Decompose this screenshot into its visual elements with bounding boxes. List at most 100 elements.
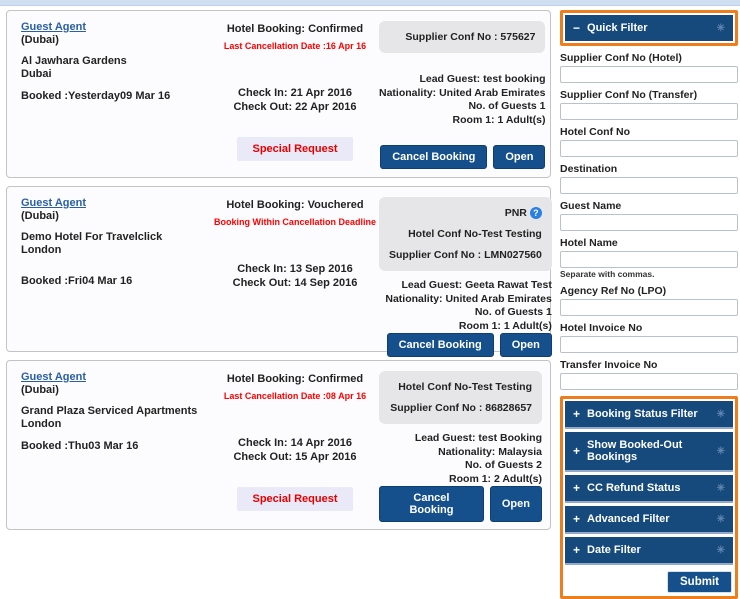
quick-filter-fields: Supplier Conf No (Hotel) Supplier Conf N…	[560, 52, 738, 390]
supplier-conf-transfer-input[interactable]	[560, 103, 738, 120]
section-title: Show Booked-Out Bookings	[587, 439, 683, 463]
hotel-invoice-no-input[interactable]	[560, 336, 738, 353]
decorative-icon: ✳	[716, 544, 725, 556]
expand-icon: +	[573, 444, 581, 458]
quick-filter-title: Quick Filter	[587, 22, 648, 34]
booking-list: Guest Agent (Dubai) Al Jawhara Gardens D…	[6, 10, 552, 599]
section-title: CC Refund Status	[587, 482, 681, 494]
guest-agent-link[interactable]: Guest Agent	[21, 21, 86, 33]
section-show-booked-out[interactable]: + Show Booked-Out Bookings ✳	[565, 432, 733, 472]
nationality: Nationality: United Arab Emirates	[385, 292, 552, 305]
agent-office: (Dubai)	[21, 34, 59, 46]
open-booking-button[interactable]: Open	[489, 486, 542, 522]
hotel-name-input[interactable]	[560, 251, 738, 268]
check-in-date: Check In: 21 Apr 2016	[238, 87, 352, 99]
cancellation-alert: Last Cancellation Date :16 Apr 16	[223, 41, 367, 51]
supplier-conf-no: Supplier Conf No : LMN027560	[389, 249, 542, 261]
hotel-city-block: Grand Plaza Serviced Apartments London	[21, 405, 211, 431]
filter-panel: − Quick Filter ✳ Supplier Conf No (Hotel…	[560, 10, 738, 599]
guest-count: No. of Guests 2	[464, 459, 542, 471]
guest-count: No. of Guests 1	[474, 306, 552, 318]
section-advanced-filter[interactable]: + Advanced Filter ✳	[565, 506, 733, 534]
check-in-date: Check In: 14 Apr 2016	[238, 437, 352, 449]
hotel-city: Dubai	[21, 68, 52, 80]
cancel-booking-button[interactable]: Cancel Booking	[386, 333, 494, 357]
guest-details: Lead Guest: test Booking Nationality: Ma…	[415, 432, 542, 486]
hotel-name: Al Jawhara Gardens	[21, 55, 127, 67]
hotel-city-block: Al Jawhara Gardens Dubai	[21, 55, 211, 81]
help-icon[interactable]: ?	[529, 207, 542, 219]
booking-detail-column: PNR ? Hotel Conf No-Test Testing Supplie…	[379, 197, 552, 357]
open-booking-button[interactable]: Open	[499, 333, 552, 357]
guest-agent-link[interactable]: Guest Agent	[21, 197, 86, 209]
field-label-transfer-invoice-no: Transfer Invoice No	[560, 359, 658, 371]
submit-button[interactable]: Submit	[667, 571, 732, 593]
transfer-invoice-no-input[interactable]	[560, 373, 738, 390]
hotel-conf-no: Hotel Conf No-Test Testing	[408, 228, 542, 240]
expand-icon: +	[573, 481, 581, 495]
nationality: Nationality: Malaysia	[438, 445, 542, 458]
guest-count: No. of Guests 1	[468, 100, 546, 112]
guest-details: Lead Guest: test booking Nationality: Un…	[379, 73, 545, 127]
field-label-supplier-conf-hotel: Supplier Conf No (Hotel)	[560, 52, 682, 64]
top-bar	[0, 0, 740, 6]
field-label-hotel-name: Hotel Name	[560, 237, 618, 249]
hotel-conf-no-input[interactable]	[560, 140, 738, 157]
booking-agent-column: Guest Agent (Dubai) Grand Plaza Serviced…	[21, 371, 211, 521]
stay-dates: Check In: 13 Sep 2016 Check Out: 14 Sep …	[211, 263, 379, 290]
decorative-icon: ✳	[716, 513, 725, 525]
section-title: Advanced Filter	[587, 513, 670, 525]
lead-guest: Lead Guest: test Booking	[414, 432, 542, 444]
guest-name-input[interactable]	[560, 214, 738, 231]
booking-detail-column: Supplier Conf No : 575627 Lead Guest: te…	[379, 21, 546, 169]
stay-dates: Check In: 21 Apr 2016 Check Out: 22 Apr …	[211, 87, 379, 114]
special-request-button[interactable]: Special Request	[236, 137, 354, 161]
lead-guest: Lead Guest: Geeta Rawat Test	[401, 279, 552, 291]
booking-status: Hotel Booking: Confirmed	[226, 373, 364, 385]
booking-card: Guest Agent (Dubai) Al Jawhara Gardens D…	[6, 10, 551, 178]
booking-status-column: Hotel Booking: Confirmed Last Cancellati…	[211, 371, 379, 521]
cancellation-alert: Booking Within Cancellation Deadline	[214, 217, 376, 227]
field-label-destination: Destination	[560, 163, 618, 175]
section-booking-status-filter[interactable]: + Booking Status Filter ✳	[565, 401, 733, 429]
guest-agent-link[interactable]: Guest Agent	[21, 371, 86, 383]
room-occupancy: Room 1: 1 Adult(s)	[458, 319, 552, 332]
booked-date: Booked :Yesterday09 Mar 16	[21, 90, 171, 102]
booking-card: Guest Agent (Dubai) Demo Hotel For Trave…	[6, 186, 552, 357]
supplier-conf-hotel-input[interactable]	[560, 66, 738, 83]
agency-ref-no-input[interactable]	[560, 299, 738, 316]
pnr-label: PNR	[504, 207, 527, 219]
pnr-row: PNR ?	[389, 206, 542, 220]
confirmation-box: PNR ? Hotel Conf No-Test Testing Supplie…	[379, 197, 552, 271]
check-out-date: Check Out: 14 Sep 2016	[232, 277, 358, 289]
special-request-button[interactable]: Special Request	[236, 487, 354, 511]
section-date-filter[interactable]: + Date Filter ✳	[565, 537, 733, 565]
hotel-name: Demo Hotel For Travelclick	[21, 231, 163, 243]
expand-icon: +	[573, 543, 581, 557]
agent-office: (Dubai)	[21, 384, 59, 396]
destination-input[interactable]	[560, 177, 738, 194]
cancel-booking-button[interactable]: Cancel Booking	[380, 145, 488, 169]
booking-actions: Cancel Booking Open	[386, 333, 552, 357]
confirmation-box: Supplier Conf No : 575627	[379, 21, 546, 53]
booking-agent-column: Guest Agent (Dubai) Al Jawhara Gardens D…	[21, 21, 211, 169]
cancel-booking-button[interactable]: Cancel Booking	[379, 486, 484, 522]
hotel-city-block: Demo Hotel For Travelclick London	[21, 231, 211, 257]
booking-status-column: Hotel Booking: Confirmed Last Cancellati…	[211, 21, 379, 169]
field-label-supplier-conf-transfer: Supplier Conf No (Transfer)	[560, 89, 698, 101]
decorative-icon: ✳	[716, 408, 725, 420]
booking-agent-column: Guest Agent (Dubai) Demo Hotel For Trave…	[21, 197, 211, 343]
field-label-agency-ref-no: Agency Ref No (LPO)	[560, 285, 667, 297]
hotel-name: Grand Plaza Serviced Apartments	[21, 405, 198, 417]
expand-icon: +	[573, 407, 581, 421]
booked-date: Booked :Fri04 Mar 16	[21, 275, 133, 287]
booking-actions: Cancel Booking Open	[379, 486, 542, 522]
booking-status-column: Hotel Booking: Vouchered Booking Within …	[211, 197, 379, 343]
check-in-date: Check In: 13 Sep 2016	[237, 263, 353, 275]
guest-details: Lead Guest: Geeta Rawat Test Nationality…	[385, 279, 551, 333]
section-cc-refund-status[interactable]: + CC Refund Status ✳	[565, 475, 733, 503]
quick-filter-header[interactable]: − Quick Filter ✳	[565, 15, 733, 41]
stay-dates: Check In: 14 Apr 2016 Check Out: 15 Apr …	[211, 437, 379, 464]
field-label-guest-name: Guest Name	[560, 200, 622, 212]
open-booking-button[interactable]: Open	[493, 145, 546, 169]
